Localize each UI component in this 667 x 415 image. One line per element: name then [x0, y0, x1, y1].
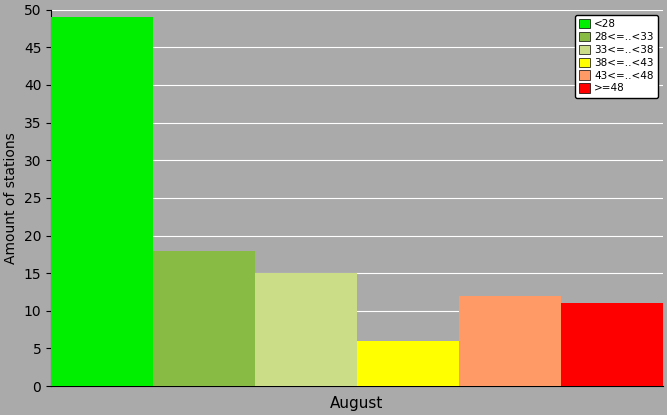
Bar	[153, 251, 255, 386]
Legend: <28, 28<=..<33, 33<=..<38, 38<=..<43, 43<=..<48, >=48: <28, 28<=..<33, 33<=..<38, 38<=..<43, 43…	[575, 15, 658, 98]
Bar	[561, 303, 663, 386]
Bar	[51, 17, 153, 386]
Bar	[357, 341, 459, 386]
Bar	[255, 273, 357, 386]
Y-axis label: Amount of stations: Amount of stations	[4, 132, 18, 264]
Bar	[459, 296, 561, 386]
